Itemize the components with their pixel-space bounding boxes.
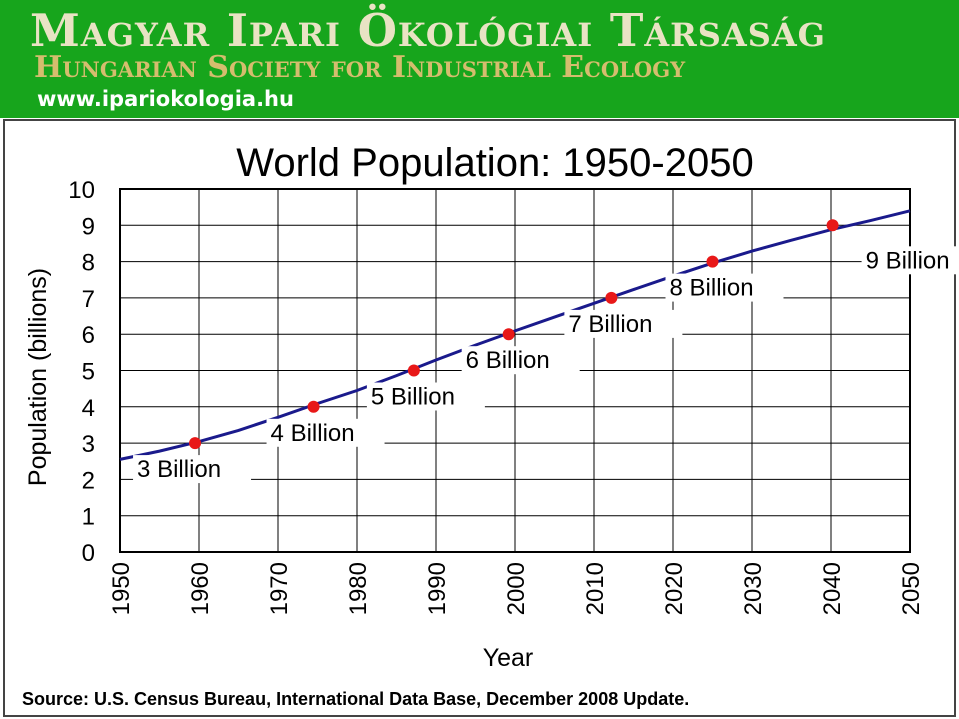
milestone-marker <box>706 255 719 268</box>
milestone-marker <box>407 364 420 377</box>
source-note: Source: U.S. Census Bureau, Internationa… <box>22 689 689 709</box>
chart-frame <box>3 119 956 717</box>
milestone-marker <box>826 219 839 232</box>
y-tick-label: 6 <box>82 322 95 349</box>
milestone-label: 4 Billion <box>271 420 355 447</box>
y-tick-label: 5 <box>82 359 95 386</box>
milestone-label: 9 Billion <box>866 247 950 274</box>
chart-panel: World Population: 1950-2050 1950 1960 1970… <box>0 118 959 719</box>
axes: 1950 1960 1970 1980 1990 2000 2010 2020 2030 2040… <box>68 177 925 615</box>
series <box>119 209 911 461</box>
y-tick-label: 8 <box>82 250 95 277</box>
x-tick-label: 2040 <box>819 562 846 615</box>
organization-subtitle: Hungarian Society for Industrial Ecology <box>34 50 686 85</box>
milestone-label-bg <box>861 246 959 275</box>
x-tick-label: 1990 <box>424 562 451 615</box>
x-tick-label: 1970 <box>266 562 293 615</box>
x-tick-label: 1960 <box>187 562 214 615</box>
x-tick-label: 1980 <box>345 562 372 615</box>
population-line <box>119 209 911 461</box>
plot-border <box>119 188 911 553</box>
milestone-marker <box>502 328 515 341</box>
y-tick-label: 0 <box>82 540 95 567</box>
y-tick-label: 3 <box>82 431 95 458</box>
organization-title: Magyar Ipari Ökológiai Társaság <box>30 4 826 57</box>
x-tick-label: 2010 <box>582 562 609 615</box>
y-tick-label: 2 <box>82 467 95 494</box>
milestone-label-bg <box>665 273 784 302</box>
x-axis-label: Year <box>483 644 534 672</box>
y-axis-label: Population (billions) <box>24 268 52 486</box>
milestone-label: 6 Billion <box>466 347 550 374</box>
y-tick-label: 7 <box>82 286 95 313</box>
x-tick-label: 2000 <box>503 562 530 615</box>
x-tick-label: 2030 <box>740 562 767 615</box>
y-tick-label: 9 <box>82 213 95 240</box>
milestone-label-bg <box>266 418 385 447</box>
chart-title: World Population: 1950-2050 <box>236 141 753 185</box>
milestone-marker <box>605 291 618 304</box>
website-link[interactable]: www.ipariokologia.hu <box>37 87 294 111</box>
header-banner: Magyar Ipari Ökológiai Társaság Hungaria… <box>0 0 959 118</box>
milestone-marker <box>307 400 320 413</box>
y-tick-label: 4 <box>82 395 95 422</box>
x-tick-label: 2050 <box>898 562 925 615</box>
milestone-label: 5 Billion <box>371 384 455 411</box>
x-tick-label: 2020 <box>661 562 688 615</box>
milestone-marker <box>189 437 202 450</box>
milestone-label: 8 Billion <box>670 275 754 302</box>
milestone-label-bg <box>564 309 683 338</box>
y-tick-label: 10 <box>68 177 95 204</box>
milestone-label-bg <box>461 346 580 375</box>
milestone-label-bg <box>133 455 252 484</box>
milestone-label: 7 Billion <box>568 311 652 338</box>
x-tick-label: 1950 <box>108 562 135 615</box>
milestones: 3 Billion 4 Billion 5 Billion 6 Billion 7 Bi… <box>133 219 959 484</box>
y-tick-label: 1 <box>82 504 95 531</box>
milestone-label: 3 Billion <box>137 456 221 483</box>
milestone-label-bg <box>366 382 485 411</box>
population-chart: World Population: 1950-2050 1950 1960 1970… <box>3 119 959 717</box>
